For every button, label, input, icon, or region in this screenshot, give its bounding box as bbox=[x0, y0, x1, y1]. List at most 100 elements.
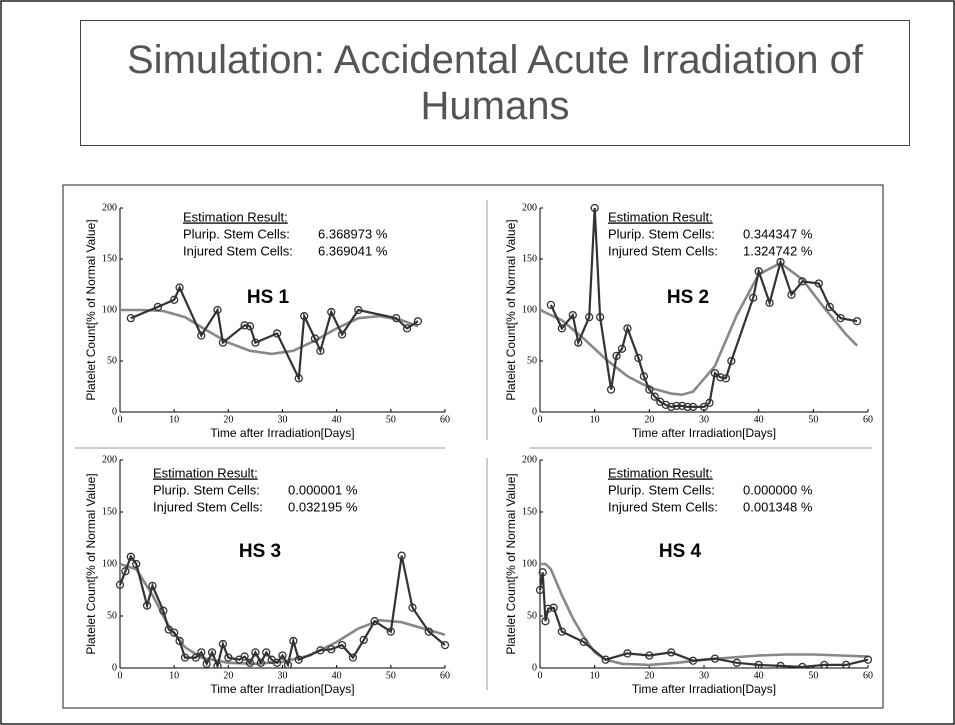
series-line bbox=[539, 261, 859, 397]
data-point bbox=[852, 317, 862, 326]
annotation-value: 0.344347 % bbox=[743, 226, 813, 241]
data-point bbox=[825, 302, 834, 312]
series-line bbox=[540, 562, 869, 667]
annotation-name: Injured Stem Cells: bbox=[153, 499, 263, 514]
x-tick-label: 60 bbox=[863, 670, 873, 681]
data-point bbox=[327, 307, 336, 317]
y-tick-label: 50 bbox=[527, 355, 537, 366]
data-point bbox=[240, 652, 249, 661]
data-point bbox=[727, 356, 736, 366]
y-tick-label: 100 bbox=[522, 304, 537, 315]
data-point bbox=[316, 646, 325, 655]
data-point bbox=[667, 402, 676, 412]
data-point bbox=[546, 300, 556, 310]
data-point bbox=[688, 402, 698, 412]
annotation-name: Plurip. Stem Cells: bbox=[608, 482, 715, 497]
series-line bbox=[118, 554, 446, 668]
data-point bbox=[650, 392, 659, 401]
data-point bbox=[300, 311, 309, 321]
y-tick-label: 150 bbox=[522, 506, 537, 517]
series-line bbox=[130, 284, 419, 383]
x-tick-label: 60 bbox=[440, 414, 450, 425]
data-point bbox=[841, 660, 851, 668]
y-tick-label: 100 bbox=[102, 558, 117, 569]
data-point bbox=[283, 660, 293, 668]
series-line bbox=[549, 207, 858, 409]
data-point bbox=[634, 353, 643, 363]
y-axis-label: Platelet Count[% of Normal Value] bbox=[84, 473, 98, 654]
data-point bbox=[402, 324, 412, 333]
data-point bbox=[126, 314, 135, 323]
data-point bbox=[667, 648, 676, 657]
data-point bbox=[424, 627, 433, 636]
data-point bbox=[749, 293, 758, 302]
data-point bbox=[180, 653, 190, 662]
data-point bbox=[218, 338, 228, 347]
data-point bbox=[316, 346, 325, 355]
x-tick-label: 40 bbox=[754, 414, 764, 425]
y-tick-label: 200 bbox=[102, 202, 117, 213]
data-point bbox=[240, 321, 249, 330]
data-point bbox=[153, 302, 163, 312]
x-tick-label: 10 bbox=[169, 670, 179, 681]
data-point bbox=[370, 617, 379, 626]
data-point bbox=[606, 385, 616, 394]
x-axis-label: Time after Irradiation[Days] bbox=[632, 426, 776, 440]
y-tick-label: 50 bbox=[107, 355, 117, 366]
data-point bbox=[354, 305, 363, 315]
data-point bbox=[549, 603, 558, 612]
annotation-value: 0.001348 % bbox=[743, 499, 813, 514]
y-tick-label: 150 bbox=[522, 253, 537, 264]
data-point bbox=[337, 640, 347, 650]
data-point bbox=[672, 401, 681, 411]
annotation-heading: Estimation Result: bbox=[608, 465, 713, 480]
x-axis-label: Time after Irradiation[Days] bbox=[210, 426, 354, 440]
data-point bbox=[213, 305, 222, 315]
x-tick-label: 20 bbox=[223, 670, 233, 681]
y-axis-label: Platelet Count[% of Normal Value] bbox=[84, 219, 98, 400]
data-point bbox=[787, 290, 796, 299]
data-point bbox=[294, 655, 303, 664]
annotation-value: 6.368973 % bbox=[318, 226, 388, 241]
data-point bbox=[661, 400, 670, 410]
data-point bbox=[408, 603, 417, 612]
data-point bbox=[251, 338, 260, 347]
annotation-name: Plurip. Stem Cells: bbox=[183, 226, 290, 241]
x-tick-label: 50 bbox=[808, 670, 818, 681]
data-point bbox=[278, 651, 287, 660]
y-tick-label: 100 bbox=[102, 304, 117, 315]
data-point bbox=[601, 655, 610, 664]
x-tick-label: 50 bbox=[386, 414, 396, 425]
data-point bbox=[754, 267, 763, 276]
data-point bbox=[639, 372, 649, 381]
data-point bbox=[170, 628, 179, 637]
x-tick-label: 50 bbox=[808, 414, 818, 425]
data-point bbox=[310, 334, 320, 343]
data-point bbox=[126, 552, 135, 561]
data-point bbox=[359, 635, 368, 645]
data-point bbox=[645, 651, 654, 660]
annotation-heading: Estimation Result: bbox=[608, 209, 713, 224]
y-tick-label: 200 bbox=[522, 454, 537, 465]
data-point bbox=[262, 648, 271, 657]
data-point bbox=[175, 283, 184, 292]
data-point bbox=[538, 568, 547, 577]
data-point bbox=[541, 617, 550, 626]
data-point bbox=[413, 317, 423, 326]
x-tick-label: 30 bbox=[278, 414, 288, 425]
x-tick-label: 40 bbox=[332, 670, 342, 681]
y-tick-label: 100 bbox=[522, 558, 537, 569]
data-point bbox=[677, 401, 687, 411]
data-point bbox=[202, 659, 211, 668]
data-point bbox=[386, 627, 395, 636]
data-point bbox=[557, 324, 567, 333]
y-tick-label: 0 bbox=[112, 406, 117, 417]
y-tick-label: 0 bbox=[532, 662, 537, 673]
data-point bbox=[705, 398, 714, 407]
y-tick-label: 200 bbox=[102, 454, 117, 465]
x-tick-label: 20 bbox=[644, 414, 654, 425]
data-point bbox=[798, 277, 807, 286]
